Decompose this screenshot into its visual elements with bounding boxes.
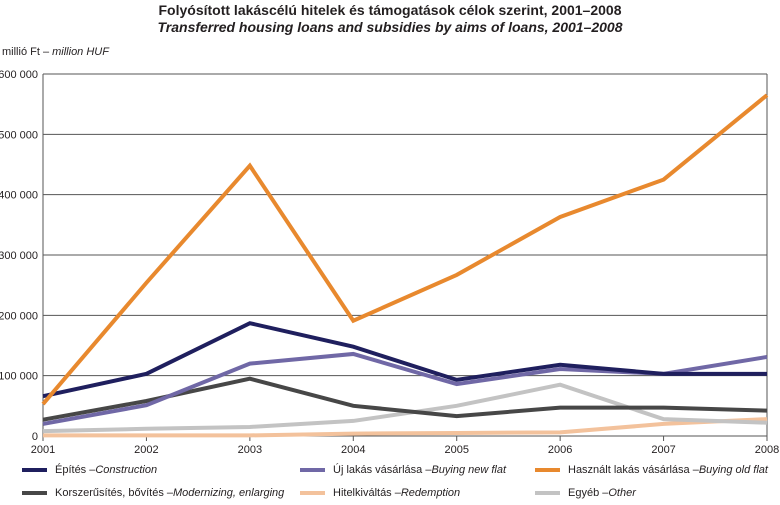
legend-item: Építés – Construction: [22, 464, 157, 476]
legend-item: Új lakás vásárlása – Buying new flat: [300, 464, 506, 476]
legend-label-en: Construction: [95, 464, 158, 476]
legend-swatch: [535, 491, 560, 495]
legend-label-en: Buying old flat: [698, 464, 768, 476]
x-tick-label: 2006: [548, 444, 572, 456]
legend-label-hu: Használt lakás vásárlása –: [568, 464, 699, 476]
legend-swatch: [300, 491, 325, 495]
y-axis-unit: millió Ft – million HUF: [2, 46, 109, 58]
legend-label-hu: Új lakás vásárlása –: [333, 464, 432, 476]
y-tick-label: 200 000: [0, 310, 38, 322]
legend-swatch: [22, 468, 47, 472]
y-tick-label: 0: [32, 431, 38, 443]
x-tick-label: 2005: [444, 444, 468, 456]
x-tick-label: 2001: [31, 444, 55, 456]
x-tick-label: 2008: [755, 444, 779, 456]
x-tick-label: 2004: [341, 444, 365, 456]
legend-swatch: [22, 491, 47, 495]
unit-en: million HUF: [52, 46, 109, 58]
legend-item: Hitelkiváltás – Redemption: [300, 487, 460, 499]
y-tick-label: 600 000: [0, 69, 38, 81]
legend-label-en: Redemption: [400, 487, 461, 499]
legend-label-hu: Egyéb –: [568, 487, 609, 499]
legend-label-en: Modernizing, enlarging: [173, 487, 285, 499]
chart-subtitle: Transferred housing loans and subsidies …: [157, 19, 623, 35]
legend-label-hu: Korszerűsítés, bővítés –: [55, 487, 173, 499]
series-line-other: [42, 382, 768, 434]
legend-label-en: Buying new flat: [431, 464, 507, 476]
legend-item: Egyéb – Other: [535, 487, 636, 499]
y-tick-label: 500 000: [0, 129, 38, 141]
series-line-buying-old-flat: [41, 93, 769, 406]
legend-label-en: Other: [608, 487, 636, 499]
legend-swatch: [535, 468, 560, 472]
series-line-construction: [42, 321, 767, 399]
legend-label-hu: Hitelkiváltás –: [333, 487, 401, 499]
legend-label-hu: Építés –: [55, 464, 96, 476]
legend-item: Használt lakás vásárlása – Buying old fl…: [535, 464, 768, 476]
x-tick-label: 2003: [238, 444, 262, 456]
unit-hu: millió Ft –: [2, 46, 53, 58]
y-tick-label: 100 000: [0, 371, 38, 383]
x-tick-label: 2002: [134, 444, 158, 456]
series-line-redemption: [43, 417, 768, 438]
chart-title: Folyósított lakáscélú hitelek és támogat…: [158, 2, 622, 18]
legend-item: Korszerűsítés, bővítés – Modernizing, en…: [22, 487, 284, 499]
y-tick-label: 400 000: [0, 190, 38, 202]
y-tick-label: 300 000: [0, 250, 38, 262]
x-tick-label: 2007: [651, 444, 675, 456]
legend-swatch: [300, 468, 325, 472]
